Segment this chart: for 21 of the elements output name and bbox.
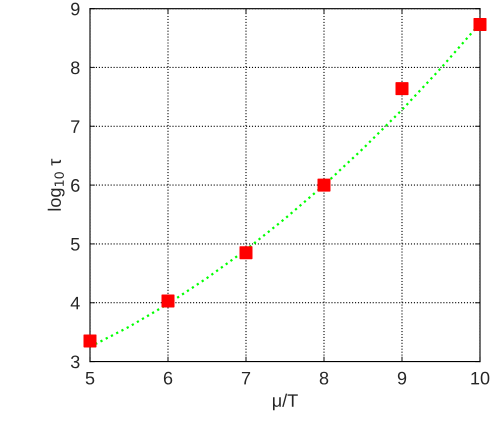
x-tick-label: 8 <box>320 372 328 385</box>
y-tick-label: 7 <box>71 120 80 133</box>
x-tick-label: 9 <box>398 372 406 385</box>
x-axis-title: μ/T <box>272 394 298 410</box>
point <box>83 334 97 348</box>
y-tick-label: 5 <box>70 238 80 251</box>
point <box>239 246 253 260</box>
x-tick-label: 6 <box>164 372 172 385</box>
point <box>317 178 331 192</box>
y-tick-label: 4 <box>70 296 80 310</box>
y-tick-label: 3 <box>70 355 80 368</box>
y-tick-label: 8 <box>71 61 80 74</box>
y-axis-title: log$_{10}$ τ <box>48 158 65 210</box>
point <box>473 18 487 32</box>
y-tick-label: 9 <box>71 2 80 16</box>
y-tick-label: 6 <box>71 179 80 192</box>
x-tick-label: 5 <box>86 372 94 385</box>
point <box>161 294 175 308</box>
point <box>395 82 409 96</box>
x-tick-label: 7 <box>242 372 250 384</box>
x-tick-label: 10 <box>471 372 490 385</box>
